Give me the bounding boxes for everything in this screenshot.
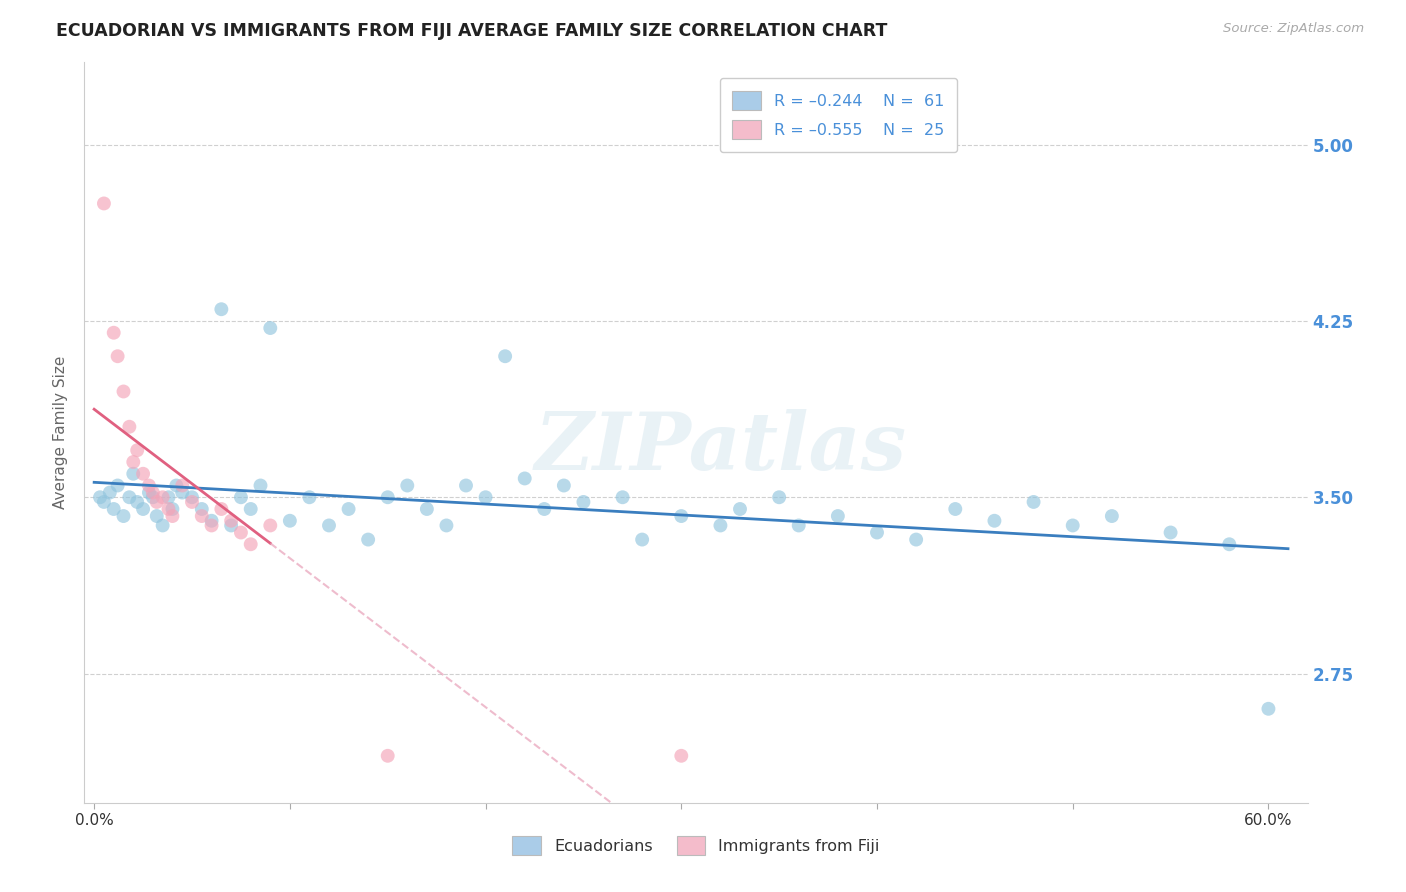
Point [612,490,634,504]
Legend: Ecuadorians, Immigrants from Fiji: Ecuadorians, Immigrants from Fiji [506,830,886,862]
Point [377,490,399,504]
Point [1022,495,1045,509]
Point [229,525,252,540]
Point [249,478,271,492]
Point [631,533,654,547]
Point [1062,518,1084,533]
Point [157,502,180,516]
Point [1257,702,1279,716]
Point [209,302,232,317]
Point [112,384,135,399]
Point [318,518,340,533]
Point [122,467,145,481]
Point [239,537,262,551]
Point [513,471,536,485]
Point [200,514,222,528]
Point [298,490,321,504]
Point [89,490,111,504]
Point [118,490,141,504]
Point [377,748,399,763]
Point [93,196,115,211]
Point [494,349,516,363]
Point [152,518,174,533]
Point [132,467,155,481]
Point [357,533,380,547]
Point [107,478,129,492]
Point [103,502,125,516]
Point [533,502,555,516]
Point [209,502,232,516]
Point [127,443,149,458]
Point [93,495,115,509]
Point [146,509,169,524]
Point [219,514,242,528]
Point [157,490,180,504]
Point [191,509,214,524]
Point [396,478,419,492]
Point [1218,537,1240,551]
Point [239,502,262,516]
Point [191,502,214,516]
Point [671,748,693,763]
Point [112,509,135,524]
Point [709,518,731,533]
Point [219,518,242,533]
Point [259,518,281,533]
Point [138,478,160,492]
Point [572,495,595,509]
Point [142,490,165,504]
Point [553,478,575,492]
Point [181,495,204,509]
Point [278,514,301,528]
Point [416,502,439,516]
Text: ECUADORIAN VS IMMIGRANTS FROM FIJI AVERAGE FAMILY SIZE CORRELATION CHART: ECUADORIAN VS IMMIGRANTS FROM FIJI AVERA… [56,22,887,40]
Point [127,495,149,509]
Point [436,518,458,533]
Point [983,514,1005,528]
Point [671,509,693,524]
Point [768,490,790,504]
Point [162,502,184,516]
Point [728,502,751,516]
Point [152,490,174,504]
Point [866,525,889,540]
Y-axis label: Average Family Size: Average Family Size [53,356,69,509]
Point [122,455,145,469]
Point [943,502,966,516]
Point [229,490,252,504]
Point [259,321,281,335]
Point [142,485,165,500]
Point [107,349,129,363]
Text: ZIPatlas: ZIPatlas [534,409,907,486]
Point [474,490,496,504]
Point [1160,525,1182,540]
Point [132,502,155,516]
Text: Source: ZipAtlas.com: Source: ZipAtlas.com [1223,22,1364,36]
Point [162,509,184,524]
Point [146,495,169,509]
Point [118,419,141,434]
Point [165,478,187,492]
Point [1101,509,1123,524]
Point [337,502,360,516]
Point [172,485,194,500]
Point [98,485,121,500]
Point [787,518,810,533]
Point [827,509,849,524]
Point [905,533,928,547]
Point [138,485,160,500]
Point [200,518,222,533]
Point [181,490,204,504]
Point [172,478,194,492]
Point [454,478,477,492]
Point [103,326,125,340]
